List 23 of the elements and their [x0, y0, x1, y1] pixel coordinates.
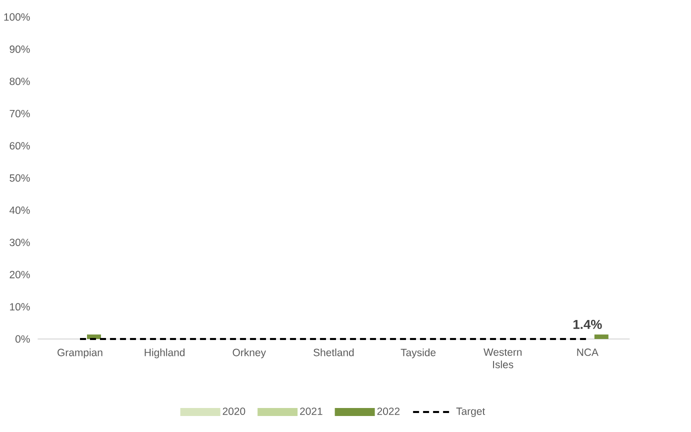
x-tick-label: Highland	[144, 348, 185, 358]
x-tick-label: Tayside	[400, 348, 436, 358]
y-tick-label: 30%	[10, 238, 30, 246]
y-tick-label: 40%	[9, 206, 30, 214]
y-tick-label: 10%	[10, 303, 30, 311]
x-tick-label: Western Isles	[484, 348, 522, 368]
x-tick-label: Orkney	[232, 348, 266, 358]
x-tick-label: Grampian	[58, 348, 102, 358]
y-tick-label: 100%	[4, 13, 30, 21]
data-label: 1.4%	[573, 320, 602, 329]
y-tick-label: 20%	[10, 270, 30, 278]
x-tick-label: NCA	[577, 348, 598, 356]
x-tick-label: Shetland	[314, 348, 354, 356]
legend-label: 2021	[300, 408, 322, 415]
y-tick-label: 60%	[10, 142, 30, 150]
y-tick-label: 0%	[15, 335, 30, 343]
y-tick-label: 90%	[10, 46, 30, 53]
legend-label: Target	[456, 408, 486, 418]
y-tick-label: 70%	[10, 110, 30, 118]
y-tick-label: 80%	[10, 78, 30, 86]
legend-label: 2020	[222, 408, 246, 415]
legend-label: 2022	[377, 408, 400, 415]
y-tick-label: 50%	[10, 174, 30, 182]
